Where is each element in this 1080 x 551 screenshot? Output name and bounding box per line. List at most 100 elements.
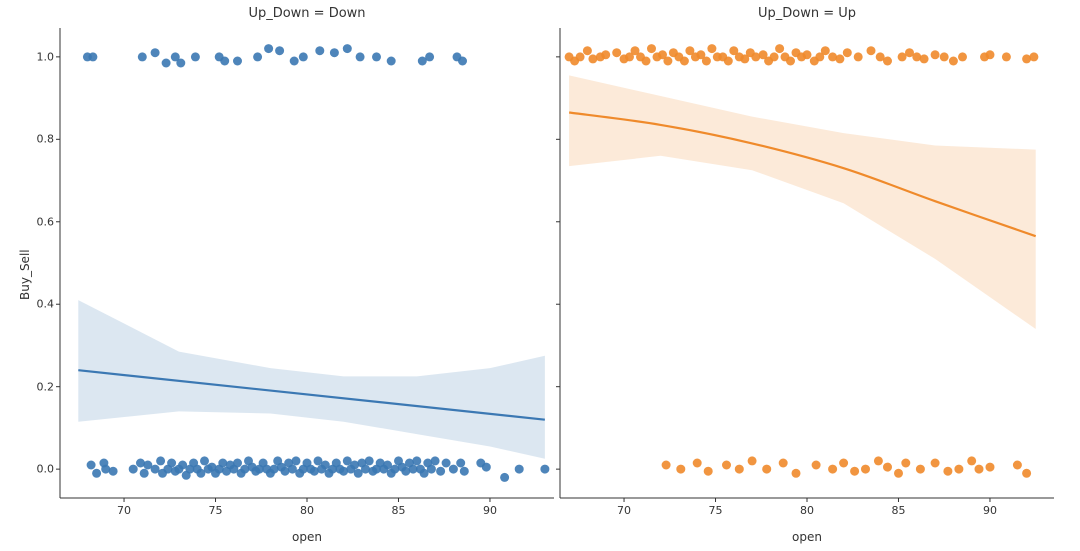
scatter-point <box>943 467 952 476</box>
scatter-point <box>200 456 209 465</box>
scatter-point <box>1022 469 1031 478</box>
scatter-point <box>1029 52 1038 61</box>
scatter-point <box>812 461 821 470</box>
scatter-point <box>1002 52 1011 61</box>
scatter-point <box>356 52 365 61</box>
scatter-point <box>704 467 713 476</box>
scatter-point <box>835 54 844 63</box>
scatter-point <box>92 469 101 478</box>
y-tick-label: 1.0 <box>28 50 54 63</box>
scatter-point <box>290 57 299 66</box>
x-tick-label: 90 <box>483 504 497 517</box>
scatter-point <box>275 46 284 55</box>
scatter-point <box>540 465 549 474</box>
scatter-point <box>770 52 779 61</box>
scatter-point <box>735 465 744 474</box>
panel-up-title: Up_Down = Up <box>560 6 1054 21</box>
scatter-point <box>264 44 273 53</box>
scatter-point <box>427 465 436 474</box>
scatter-point <box>233 57 242 66</box>
y-axis-label: Buy_Sell <box>18 249 32 300</box>
scatter-point <box>821 46 830 55</box>
x-tick-label: 70 <box>617 504 631 517</box>
scatter-point <box>986 50 995 59</box>
panel-down-title: Up_Down = Down <box>60 6 554 21</box>
scatter-point <box>843 48 852 57</box>
x-tick-label: 80 <box>300 504 314 517</box>
panel-up: Up_Down = Up open 7075808590 <box>560 28 1054 498</box>
scatter-point <box>299 52 308 61</box>
scatter-point <box>436 467 445 476</box>
scatter-point <box>662 461 671 470</box>
x-axis-label-right: open <box>560 530 1054 544</box>
x-tick-label: 85 <box>391 504 405 517</box>
scatter-point <box>162 59 171 68</box>
scatter-point <box>458 57 467 66</box>
scatter-point <box>583 46 592 55</box>
y-tick-label: 0.0 <box>28 463 54 476</box>
scatter-point <box>874 456 883 465</box>
scatter-point <box>722 461 731 470</box>
scatter-point <box>920 54 929 63</box>
scatter-point <box>191 52 200 61</box>
confidence-band <box>569 75 1036 329</box>
scatter-point <box>343 44 352 53</box>
figure: Buy_Sell Up_Down = Down open 70758085900… <box>0 0 1080 551</box>
scatter-point <box>839 459 848 468</box>
scatter-point <box>949 57 958 66</box>
scatter-point <box>647 44 656 53</box>
scatter-point <box>883 57 892 66</box>
scatter-point <box>702 57 711 66</box>
scatter-point <box>253 52 262 61</box>
x-tick-label: 80 <box>800 504 814 517</box>
scatter-point <box>138 52 147 61</box>
scatter-point <box>724 57 733 66</box>
panel-down: Up_Down = Down open 70758085900.00.20.40… <box>60 28 554 498</box>
scatter-point <box>109 467 118 476</box>
scatter-point <box>954 465 963 474</box>
scatter-point <box>156 456 165 465</box>
x-tick-label: 75 <box>209 504 223 517</box>
scatter-point <box>431 456 440 465</box>
scatter-point <box>748 456 757 465</box>
scatter-point <box>642 57 651 66</box>
scatter-point <box>601 50 610 59</box>
y-tick-label: 0.8 <box>28 133 54 146</box>
scatter-point <box>612 48 621 57</box>
scatter-point <box>975 465 984 474</box>
scatter-point <box>883 463 892 472</box>
scatter-point <box>482 463 491 472</box>
scatter-point <box>129 465 138 474</box>
scatter-point <box>515 465 524 474</box>
confidence-band <box>78 300 545 459</box>
x-tick-label: 85 <box>891 504 905 517</box>
scatter-point <box>372 52 381 61</box>
scatter-point <box>803 50 812 59</box>
scatter-point <box>707 44 716 53</box>
scatter-point <box>167 459 176 468</box>
chart-up-svg <box>560 28 1054 498</box>
y-tick-label: 0.2 <box>28 380 54 393</box>
scatter-point <box>1013 461 1022 470</box>
scatter-point <box>680 57 689 66</box>
scatter-point <box>861 465 870 474</box>
scatter-point <box>894 469 903 478</box>
scatter-point <box>449 465 458 474</box>
scatter-point <box>387 57 396 66</box>
scatter-point <box>88 52 97 61</box>
scatter-point <box>762 465 771 474</box>
scatter-point <box>931 459 940 468</box>
scatter-point <box>786 57 795 66</box>
scatter-point <box>220 57 229 66</box>
scatter-point <box>986 463 995 472</box>
scatter-point <box>967 456 976 465</box>
scatter-point <box>140 469 149 478</box>
scatter-point <box>850 467 859 476</box>
scatter-point <box>663 57 672 66</box>
scatter-point <box>412 456 421 465</box>
scatter-point <box>916 465 925 474</box>
scatter-point <box>456 459 465 468</box>
scatter-point <box>779 459 788 468</box>
scatter-point <box>87 461 96 470</box>
scatter-point <box>315 46 324 55</box>
